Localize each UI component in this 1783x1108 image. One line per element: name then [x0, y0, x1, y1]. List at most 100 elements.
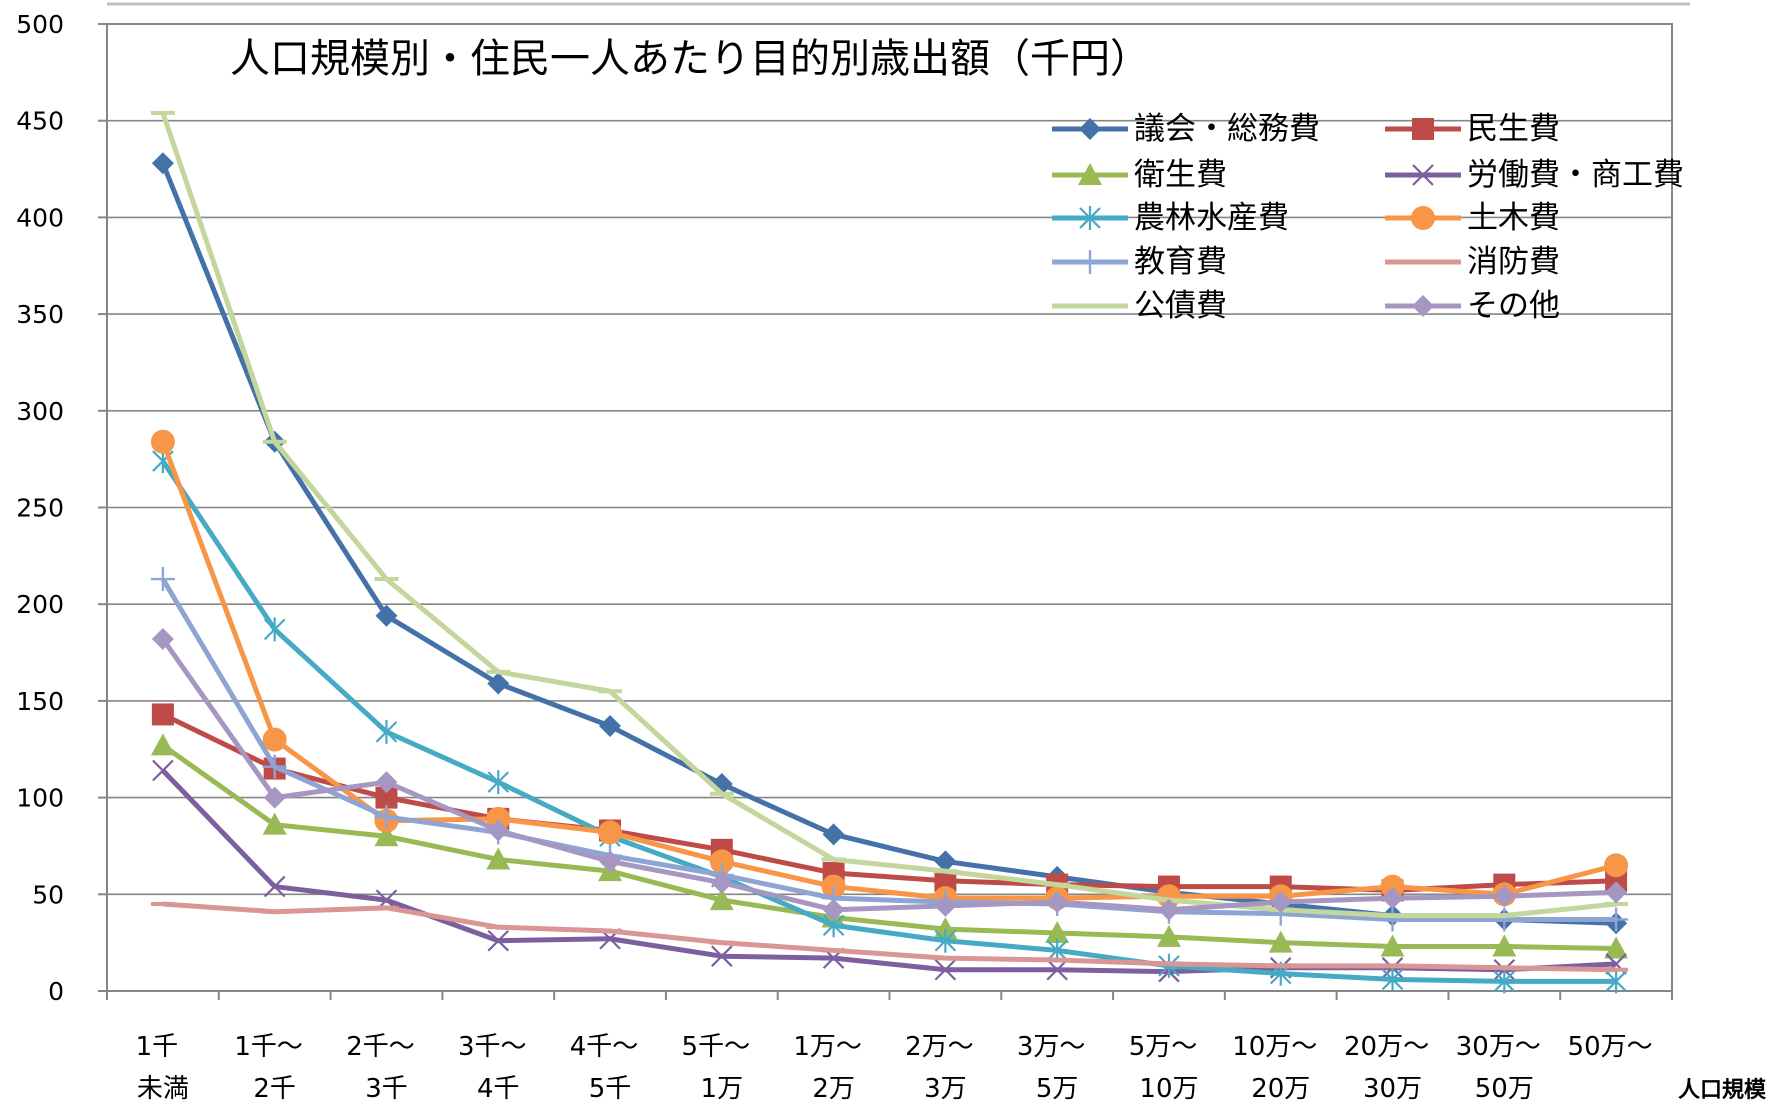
data-point: [375, 604, 398, 627]
x-tick-label: 20万: [1251, 1074, 1310, 1104]
x-tick-label: 4千～: [570, 1032, 639, 1062]
x-tick-label: 50万～: [1568, 1032, 1653, 1062]
series-line: [160, 112, 1617, 919]
data-point: [1604, 853, 1629, 878]
x-tick-label: 5千: [589, 1074, 632, 1104]
x-tick-label: 1万: [701, 1074, 744, 1104]
y-tick-label: 250: [16, 494, 64, 523]
x-tick-label: 1千～: [234, 1032, 303, 1062]
data-point: [150, 567, 175, 592]
legend-marker: [1079, 118, 1101, 140]
data-point: [1156, 924, 1181, 947]
legend-label: 農林水産費: [1134, 200, 1289, 236]
legend-label: 衛生費: [1134, 157, 1227, 193]
x-tick-label: 3万: [924, 1074, 967, 1104]
data-point: [375, 719, 398, 744]
legend-label: 消防費: [1467, 244, 1560, 280]
data-point: [263, 617, 286, 642]
x-tick-label: 1千: [136, 1032, 179, 1062]
data-point: [710, 871, 733, 894]
legend-item: 教育費: [1052, 244, 1227, 280]
data-point: [709, 849, 734, 874]
x-tick-label: 3万～: [1017, 1032, 1086, 1062]
data-point: [151, 628, 174, 651]
data-point: [709, 888, 734, 911]
data-point: [151, 703, 174, 726]
data-point: [486, 847, 511, 870]
legend-item: 農林水産費: [1052, 200, 1289, 236]
data-point: [1157, 898, 1180, 921]
data-point: [263, 875, 286, 898]
y-tick-label: 450: [16, 107, 64, 136]
chart-title: 人口規模別・住民一人あたり目的別歳出額（千円）: [230, 36, 1150, 82]
y-tick-label: 300: [16, 397, 64, 426]
data-point: [375, 786, 398, 809]
x-tick-label: 5万～: [1129, 1032, 1198, 1062]
data-point: [487, 672, 510, 695]
x-tick-label: 5千～: [682, 1032, 751, 1062]
x-tick-label: 1万～: [793, 1032, 862, 1062]
legend-marker: [1412, 295, 1434, 317]
legend-label: 議会・総務費: [1134, 111, 1320, 147]
legend-label: 公債費: [1134, 288, 1227, 324]
x-tick-label: 10万: [1139, 1074, 1198, 1104]
legend-item: 土木費: [1385, 200, 1560, 236]
x-tick-label: 30万～: [1456, 1032, 1541, 1062]
legend-item: 民生費: [1385, 111, 1560, 147]
data-point: [150, 429, 175, 454]
x-tick-label: 2万: [812, 1074, 855, 1104]
data-point: [262, 727, 287, 752]
data-point: [1605, 969, 1627, 994]
x-tick-label: 20万～: [1344, 1032, 1429, 1062]
data-point: [1492, 934, 1517, 957]
data-point: [822, 823, 845, 846]
series-line: [162, 901, 1617, 973]
data-point: [1046, 891, 1069, 914]
data-point: [487, 819, 510, 842]
x-tick-label: 2千: [253, 1074, 296, 1104]
data-point: [1604, 907, 1629, 932]
data-point: [262, 754, 287, 779]
legend-item: 議会・総務費: [1052, 111, 1320, 147]
x-tick-label: 3千: [365, 1074, 408, 1104]
data-point: [152, 759, 174, 782]
data-point: [1492, 907, 1517, 932]
data-point: [1269, 891, 1292, 914]
y-tick-label: 0: [48, 977, 64, 1006]
data-point: [1493, 885, 1516, 908]
x-tick-label: 10万～: [1232, 1032, 1317, 1062]
legend-label: 土木費: [1467, 200, 1560, 236]
data-point: [1380, 874, 1405, 899]
data-point: [374, 824, 399, 847]
data-point: [934, 958, 957, 981]
data-point: [934, 894, 957, 917]
y-tick-label: 100: [16, 784, 64, 813]
y-tick-label: 150: [16, 687, 64, 716]
legend-marker: [1412, 164, 1434, 186]
data-point: [599, 850, 622, 873]
series-line: [160, 577, 1617, 922]
y-tick-label: 50: [32, 880, 64, 909]
data-point: [1605, 881, 1628, 904]
series-lines: [150, 110, 1629, 994]
series-9: [151, 628, 1628, 921]
legend-marker: [1078, 250, 1102, 274]
x-tick-label: 30万: [1363, 1074, 1422, 1104]
data-point: [487, 929, 510, 952]
series-line: [160, 459, 1617, 984]
data-point: [1046, 958, 1068, 981]
legend-marker: [1079, 206, 1101, 230]
data-point: [263, 786, 286, 809]
series-8: [150, 110, 1629, 919]
data-point: [598, 820, 623, 845]
x-tick-label: 50万: [1475, 1074, 1534, 1104]
legend-label: その他: [1467, 288, 1560, 324]
data-point: [1380, 934, 1405, 957]
data-point: [934, 850, 957, 873]
x-tick-label: 未満: [137, 1074, 189, 1104]
x-tick-label: 4千: [477, 1074, 520, 1104]
data-point: [1604, 936, 1629, 959]
